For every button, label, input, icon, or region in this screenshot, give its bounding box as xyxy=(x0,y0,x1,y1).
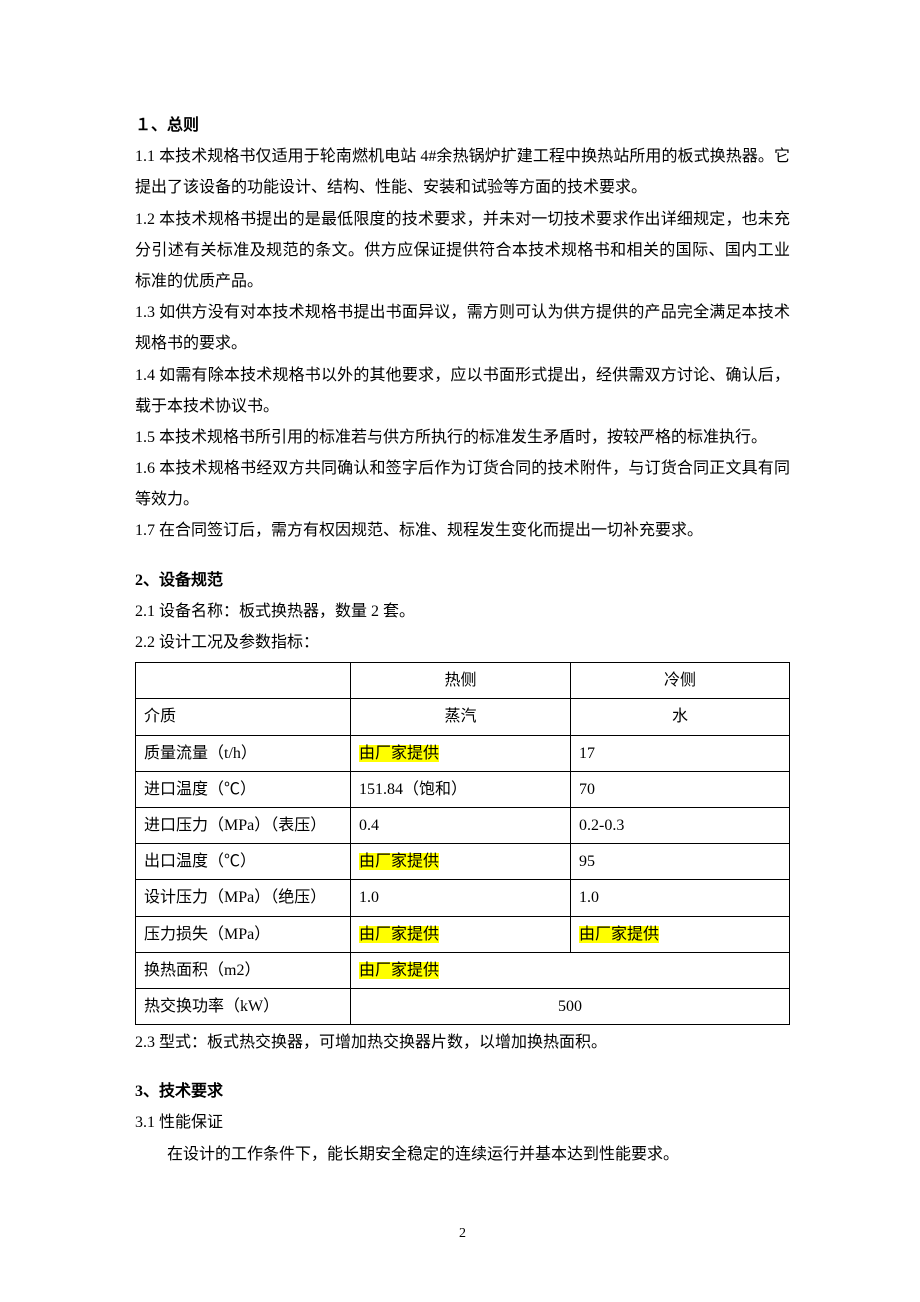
table-row: 进口压力（MPa）（表压） 0.4 0.2-0.3 xyxy=(136,807,790,843)
cell-hot: 0.4 xyxy=(351,807,571,843)
cell-label: 换热面积（m2） xyxy=(136,952,351,988)
cell-label: 压力损失（MPa） xyxy=(136,916,351,952)
highlighted-text: 由厂家提供 xyxy=(359,926,439,943)
cell-hot: 蒸汽 xyxy=(351,699,571,735)
para-2-2: 2.2 设计工况及参数指标： xyxy=(135,627,790,658)
para-1-7: 1.7 在合同签订后，需方有权因规范、标准、规程发生变化而提出一切补充要求。 xyxy=(135,515,790,546)
page-number: 2 xyxy=(135,1220,790,1247)
cell-label: 进口温度（℃） xyxy=(136,771,351,807)
cell-cold: 0.2-0.3 xyxy=(571,807,790,843)
cell-hot: 由厂家提供 xyxy=(351,844,571,880)
table-row: 质量流量（t/h） 由厂家提供 17 xyxy=(136,735,790,771)
table-row: 出口温度（℃） 由厂家提供 95 xyxy=(136,844,790,880)
table-row: 热交换功率（kW） 500 xyxy=(136,988,790,1024)
highlighted-text: 由厂家提供 xyxy=(579,926,659,943)
highlighted-text: 由厂家提供 xyxy=(359,962,439,979)
cell-merged: 500 xyxy=(351,988,790,1024)
table-row: 换热面积（m2） 由厂家提供 xyxy=(136,952,790,988)
para-3-1: 3.1 性能保证 xyxy=(135,1107,790,1138)
para-3-1-body: 在设计的工作条件下，能长期安全稳定的连续运行并基本达到性能要求。 xyxy=(135,1139,790,1170)
cell-cold: 由厂家提供 xyxy=(571,916,790,952)
cell-merged: 由厂家提供 xyxy=(351,952,790,988)
para-1-3: 1.3 如供方没有对本技术规格书提出书面异议，需方则可认为供方提供的产品完全满足… xyxy=(135,297,790,359)
cell-hot: 151.84（饱和） xyxy=(351,771,571,807)
para-1-1: 1.1 本技术规格书仅适用于轮南燃机电站 4#余热锅炉扩建工程中换热站所用的板式… xyxy=(135,141,790,203)
para-1-5: 1.5 本技术规格书所引用的标准若与供方所执行的标准发生矛盾时，按较严格的标准执… xyxy=(135,422,790,453)
para-2-3: 2.3 型式：板式热交换器，可增加热交换器片数，以增加换热面积。 xyxy=(135,1027,790,1058)
cell-label: 出口温度（℃） xyxy=(136,844,351,880)
cell-cold: 70 xyxy=(571,771,790,807)
para-1-4: 1.4 如需有除本技术规格书以外的其他要求，应以书面形式提出，经供需双方讨论、确… xyxy=(135,360,790,422)
section-2-heading: 2、设备规范 xyxy=(135,565,790,596)
table-header-cold: 冷侧 xyxy=(571,663,790,699)
cell-cold: 17 xyxy=(571,735,790,771)
cell-label: 介质 xyxy=(136,699,351,735)
parameters-table: 热侧 冷侧 介质 蒸汽 水 质量流量（t/h） 由厂家提供 17 进口温度（℃）… xyxy=(135,662,790,1025)
cell-cold: 水 xyxy=(571,699,790,735)
para-2-1: 2.1 设备名称：板式换热器，数量 2 套。 xyxy=(135,596,790,627)
cell-label: 进口压力（MPa）（表压） xyxy=(136,807,351,843)
cell-hot: 1.0 xyxy=(351,880,571,916)
cell-hot: 由厂家提供 xyxy=(351,916,571,952)
cell-label: 设计压力（MPa）（绝压） xyxy=(136,880,351,916)
table-row: 进口温度（℃） 151.84（饱和） 70 xyxy=(136,771,790,807)
highlighted-text: 由厂家提供 xyxy=(359,745,439,762)
para-1-6: 1.6 本技术规格书经双方共同确认和签字后作为订货合同的技术附件，与订货合同正文… xyxy=(135,453,790,515)
cell-hot: 由厂家提供 xyxy=(351,735,571,771)
cell-label: 热交换功率（kW） xyxy=(136,988,351,1024)
table-row: 压力损失（MPa） 由厂家提供 由厂家提供 xyxy=(136,916,790,952)
table-header-row: 热侧 冷侧 xyxy=(136,663,790,699)
para-1-2: 1.2 本技术规格书提出的是最低限度的技术要求，并未对一切技术要求作出详细规定，… xyxy=(135,204,790,298)
section-1-heading: １、总则 xyxy=(135,110,790,141)
cell-label: 质量流量（t/h） xyxy=(136,735,351,771)
cell-cold: 1.0 xyxy=(571,880,790,916)
table-row: 设计压力（MPa）（绝压） 1.0 1.0 xyxy=(136,880,790,916)
highlighted-text: 由厂家提供 xyxy=(359,853,439,870)
table-header-empty xyxy=(136,663,351,699)
table-row: 介质 蒸汽 水 xyxy=(136,699,790,735)
cell-cold: 95 xyxy=(571,844,790,880)
table-header-hot: 热侧 xyxy=(351,663,571,699)
section-3-heading: 3、技术要求 xyxy=(135,1076,790,1107)
